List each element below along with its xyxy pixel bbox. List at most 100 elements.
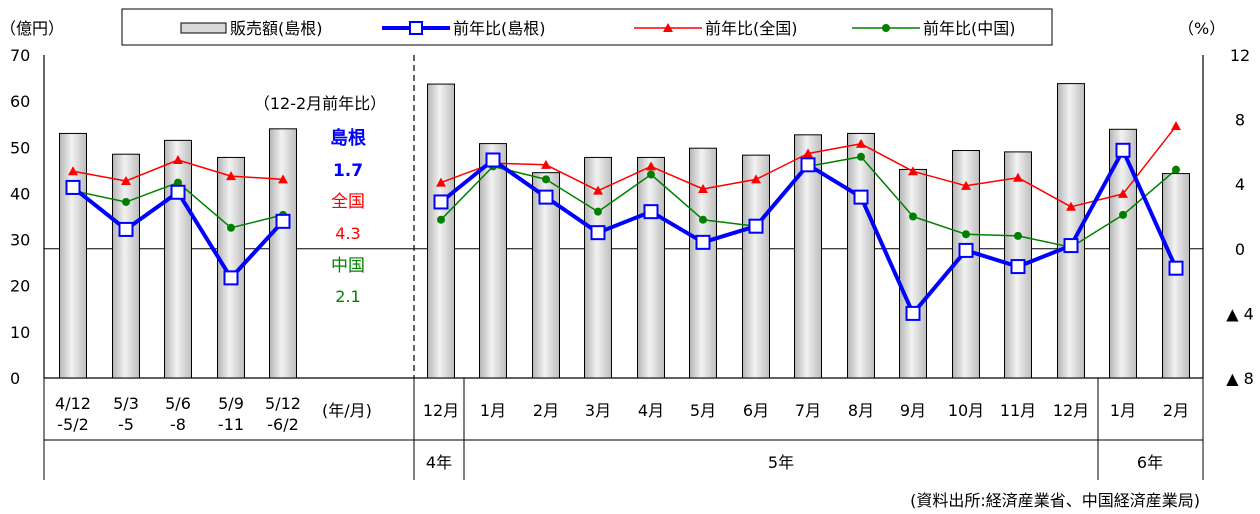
left-tick-label: 50 (10, 138, 30, 157)
national-point (1066, 201, 1076, 211)
x-tick-label: 4月 (638, 401, 664, 420)
national-point (751, 174, 761, 184)
national-point (1118, 188, 1128, 198)
sales-bar (1162, 173, 1190, 379)
left-axis: 70 60 50 40 30 20 10 0 (10, 46, 30, 388)
national-point (856, 138, 866, 148)
left-axis-unit: （億円） (0, 19, 64, 38)
shimane-point (223, 270, 239, 286)
chugoku-point (962, 230, 970, 239)
chugoku-point (542, 175, 550, 184)
right-tick-label: 12 (1230, 46, 1250, 65)
legend-sales-label: 販売額(島根) (230, 19, 323, 38)
national-point (226, 171, 236, 181)
x-axis-labels: 4/12 -5/2 5/3 -5 5/6 -8 5/9 -11 5/12 -6/2 12月 1月 2月 3… (55, 394, 1189, 434)
sales-bar (112, 153, 140, 379)
left-tick-label: 30 (10, 231, 30, 250)
chugoku-point (857, 152, 865, 161)
annotation-national-label: 全国 (331, 192, 365, 212)
sales-bar (689, 147, 717, 379)
sales-bar (59, 132, 87, 379)
right-tick-label: 0 (1235, 240, 1245, 259)
left-tick-label: 40 (10, 184, 30, 203)
national-point (961, 180, 971, 190)
shimane-point (958, 242, 974, 258)
x-tick-label: 4/12 (55, 394, 91, 413)
annotation-chugoku-value: 2.1 (335, 287, 360, 306)
shimane-point (1115, 142, 1131, 158)
shimane-point (853, 189, 869, 205)
annotation-shimane-value: 1.7 (333, 161, 363, 181)
sales-bar (427, 83, 455, 379)
sales-bar (479, 143, 507, 379)
chugoku-point (1172, 165, 1180, 174)
x-tick-label: 10月 (948, 401, 984, 420)
shimane-point (643, 204, 659, 220)
left-tick-label: 10 (10, 323, 30, 342)
x-tick-label: 6月 (743, 401, 769, 420)
legend-sales-swatch (180, 22, 227, 34)
shimane-point (170, 184, 186, 200)
legend: 販売額(島根) 前年比(島根) 前年比(全国) 前年比(中国) (121, 8, 1053, 46)
right-tick-label: 8 (1235, 111, 1245, 130)
x-tick-label: 5/6 (165, 394, 191, 413)
shimane-point (695, 234, 711, 250)
national-point (908, 166, 918, 176)
legend-national-label: 前年比(全国) (705, 19, 798, 38)
national-point (436, 177, 446, 187)
national-point (1171, 121, 1181, 131)
national-point (541, 159, 551, 169)
national-point (121, 175, 131, 185)
chugoku-point (122, 197, 130, 206)
x-tick-label: 12月 (1053, 401, 1089, 420)
chugoku-point (909, 212, 917, 221)
shimane-point (1168, 260, 1184, 276)
x-tick-label: -8 (170, 415, 186, 434)
left-tick-label: 60 (10, 92, 30, 111)
right-axis-unit: （%） (1178, 19, 1225, 38)
annotation-chugoku-label: 中国 (331, 256, 365, 276)
x-tick-label: 2月 (1163, 401, 1189, 420)
chugoku-point (437, 215, 445, 224)
year-labels: 4年 5年 6年 (426, 453, 1163, 472)
sales-bar (164, 139, 192, 379)
chugoku-point (1014, 231, 1022, 240)
sales-bar (637, 156, 665, 379)
x-tick-label: -5 (118, 415, 134, 434)
legend-chugoku-label: 前年比(中国) (923, 19, 1016, 38)
shimane-point (748, 218, 764, 234)
legend-shimane-label: 前年比(島根) (453, 19, 546, 38)
x-tick-label: 5/12 (265, 394, 301, 413)
unit-note: (年/月) (322, 401, 372, 420)
national-point (278, 174, 288, 184)
shimane-point (118, 221, 134, 237)
x-tick-label: 8月 (848, 401, 874, 420)
chugoku-point (227, 223, 235, 232)
right-tick-label: ▲ 8 (1226, 369, 1254, 388)
x-tick-label: 12月 (423, 401, 459, 420)
national-point (803, 148, 813, 158)
national-point (593, 185, 603, 195)
right-tick-label: 4 (1235, 175, 1245, 194)
shimane-point (485, 152, 501, 168)
legend-shimane-marker (409, 21, 423, 35)
chugoku-point (699, 215, 707, 224)
sales-bar (269, 128, 297, 379)
x-tick-label: 2月 (533, 401, 559, 420)
annotation-shimane-label: 島根 (330, 127, 366, 149)
shimane-point (275, 213, 291, 229)
sales-bar (532, 172, 560, 379)
yoy-lines (65, 121, 1184, 321)
annotation-national-value: 4.3 (335, 224, 360, 243)
shimane-point (905, 305, 921, 321)
national-point (173, 154, 183, 164)
left-tick-label: 20 (10, 277, 30, 296)
national-point (68, 166, 78, 176)
sales-bar (899, 168, 927, 379)
year-label-6: 6年 (1137, 453, 1163, 472)
x-tick-label: 3月 (585, 401, 611, 420)
right-tick-label: ▲ 4 (1226, 304, 1254, 323)
shimane-point (538, 189, 554, 205)
national-point (698, 184, 708, 194)
